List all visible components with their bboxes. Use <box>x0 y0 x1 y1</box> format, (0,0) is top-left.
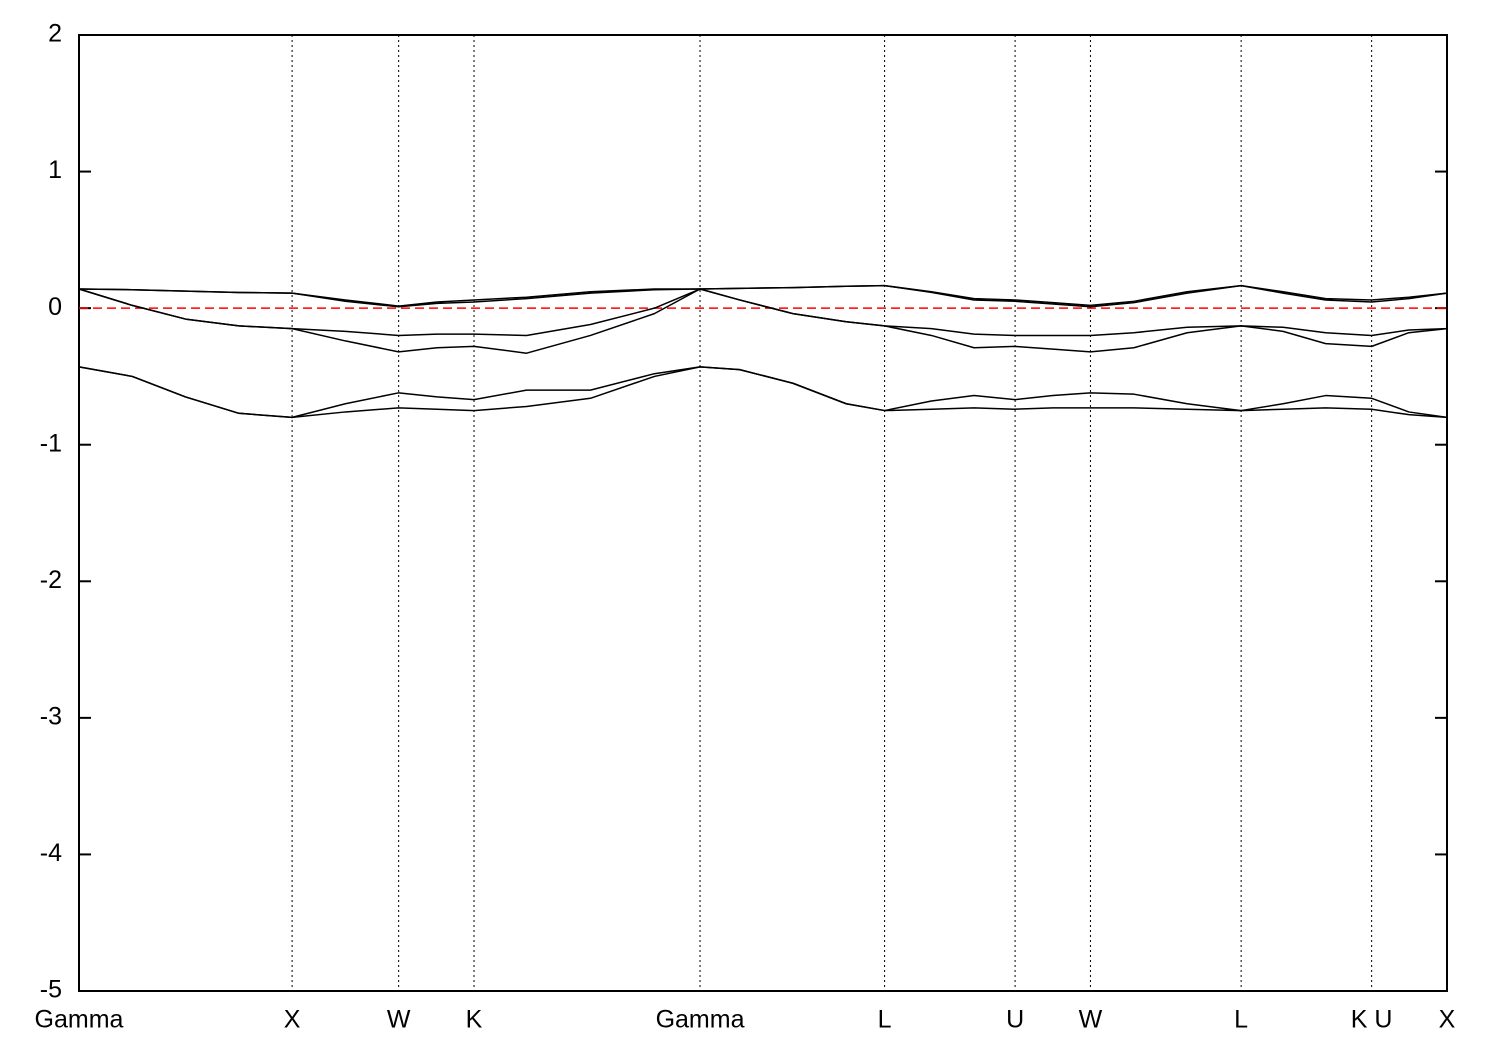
band-line <box>78 284 1448 308</box>
x-tick-label: K <box>466 1006 483 1034</box>
x-tick-label: X <box>284 1006 301 1034</box>
x-tick-label: W <box>387 1006 411 1034</box>
y-tick-label: -1 <box>40 429 62 457</box>
x-tick-label: W <box>1079 1006 1103 1034</box>
x-tick-label: Gamma <box>656 1006 745 1034</box>
plot-frame <box>78 34 1448 992</box>
x-tick-label: Gamma <box>35 1006 124 1034</box>
band-line <box>78 288 1448 354</box>
y-tick-label: -5 <box>40 976 62 1004</box>
y-tick-label: 1 <box>48 156 62 184</box>
x-tick-label: L <box>878 1006 892 1034</box>
y-tick-label: 2 <box>48 20 62 48</box>
x-tick-label: L <box>1234 1006 1248 1034</box>
y-tick-label: -4 <box>40 839 62 867</box>
y-tick-label: -3 <box>40 702 62 730</box>
y-tick-label: -2 <box>40 566 62 594</box>
x-tick-label: U <box>1006 1006 1024 1034</box>
band-line <box>78 366 1448 419</box>
y-tick-label: 0 <box>48 293 62 321</box>
x-tick-label: K U <box>1351 1006 1393 1034</box>
x-tick-label: X <box>1439 1006 1456 1034</box>
